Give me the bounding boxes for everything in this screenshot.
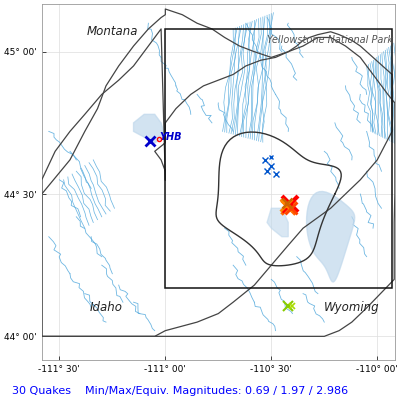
Text: Wyoming: Wyoming [323,301,379,314]
Text: Yellowstone National Park: Yellowstone National Park [266,35,392,45]
Text: 30 Quakes    Min/Max/Equiv. Magnitudes: 0.69 / 1.97 / 2.986: 30 Quakes Min/Max/Equiv. Magnitudes: 0.6… [12,386,348,396]
Bar [165,29,391,288]
Text: YHB: YHB [159,132,181,142]
Text: Montana: Montana [86,25,138,38]
Polygon shape [133,114,165,143]
Polygon shape [306,192,354,282]
Polygon shape [266,208,288,237]
Text: Idaho: Idaho [89,301,122,314]
Polygon shape [42,9,394,336]
